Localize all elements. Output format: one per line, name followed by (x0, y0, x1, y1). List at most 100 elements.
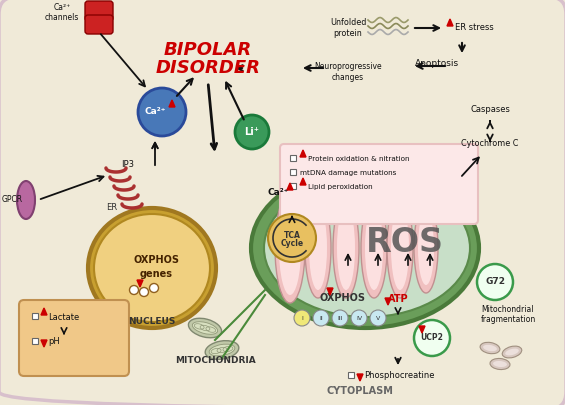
Polygon shape (137, 280, 143, 287)
Text: G72: G72 (485, 277, 505, 286)
Ellipse shape (418, 211, 434, 285)
Polygon shape (287, 183, 293, 190)
Ellipse shape (505, 349, 519, 356)
Bar (348, 372, 354, 378)
Polygon shape (169, 100, 175, 107)
Text: I: I (301, 315, 303, 320)
Text: UCP2: UCP2 (420, 333, 444, 343)
Text: Phosphocreatine: Phosphocreatine (364, 371, 434, 381)
Text: II: II (319, 315, 323, 320)
Text: Apoptosis: Apoptosis (415, 60, 459, 68)
Text: Li⁺: Li⁺ (245, 127, 259, 137)
FancyBboxPatch shape (85, 1, 113, 21)
Ellipse shape (414, 203, 438, 293)
Text: OXPHOS: OXPHOS (319, 293, 365, 303)
Text: Cycle: Cycle (280, 239, 303, 249)
Text: pH: pH (48, 337, 60, 347)
FancyBboxPatch shape (85, 15, 113, 34)
Text: Cytochrome C: Cytochrome C (461, 139, 519, 148)
Ellipse shape (391, 206, 409, 290)
Text: fragmentation: fragmentation (480, 315, 536, 324)
Text: Ca²⁺: Ca²⁺ (53, 3, 71, 12)
Polygon shape (300, 150, 306, 157)
Text: Caspases: Caspases (470, 105, 510, 114)
Ellipse shape (493, 361, 507, 367)
Ellipse shape (94, 214, 210, 322)
Circle shape (129, 286, 138, 294)
Polygon shape (357, 374, 363, 381)
Text: ATP: ATP (388, 294, 408, 304)
Text: genes: genes (140, 269, 172, 279)
Ellipse shape (490, 358, 510, 369)
Circle shape (414, 320, 450, 356)
Bar (32, 338, 38, 344)
Text: IP3: IP3 (121, 160, 134, 169)
Ellipse shape (275, 193, 305, 303)
Text: Ca²⁺: Ca²⁺ (267, 188, 289, 197)
Ellipse shape (264, 179, 470, 317)
Text: CYTOPLASM: CYTOPLASM (327, 386, 393, 396)
Ellipse shape (387, 198, 413, 298)
Bar (32, 313, 38, 319)
Ellipse shape (205, 341, 239, 359)
Ellipse shape (188, 318, 221, 338)
Ellipse shape (502, 346, 521, 358)
Circle shape (477, 264, 513, 300)
Polygon shape (419, 326, 425, 333)
Text: BIPOLAR: BIPOLAR (164, 41, 252, 59)
Text: GPCR: GPCR (2, 196, 23, 205)
Ellipse shape (337, 206, 355, 290)
Ellipse shape (483, 345, 497, 351)
Text: MITOCHONDRIA: MITOCHONDRIA (175, 356, 255, 365)
Text: TCA: TCA (284, 230, 301, 239)
Bar (290, 155, 296, 161)
Ellipse shape (365, 206, 383, 290)
Ellipse shape (309, 206, 327, 290)
Circle shape (138, 88, 186, 136)
Circle shape (140, 288, 149, 296)
Text: mtDNA damage mutations: mtDNA damage mutations (300, 170, 397, 176)
Text: Neuroprogressive
changes: Neuroprogressive changes (314, 62, 382, 82)
Polygon shape (447, 19, 453, 26)
Circle shape (313, 310, 329, 326)
Circle shape (150, 284, 159, 292)
Ellipse shape (480, 342, 500, 354)
Ellipse shape (251, 168, 479, 328)
Text: Lactate: Lactate (48, 313, 79, 322)
Circle shape (235, 115, 269, 149)
Text: III: III (337, 315, 343, 320)
Text: V: V (376, 315, 380, 320)
Circle shape (332, 310, 348, 326)
Polygon shape (385, 298, 391, 305)
Text: Lipid peroxidation: Lipid peroxidation (308, 184, 373, 190)
Ellipse shape (361, 198, 387, 298)
Ellipse shape (17, 181, 35, 219)
Text: DISORDER: DISORDER (155, 59, 260, 77)
Text: channels: channels (45, 13, 79, 22)
Bar (290, 169, 296, 175)
Text: NUCLEUS: NUCLEUS (128, 317, 176, 326)
Bar (290, 183, 296, 189)
Ellipse shape (305, 198, 331, 298)
Circle shape (351, 310, 367, 326)
Text: OXPHOS: OXPHOS (133, 255, 179, 265)
Polygon shape (41, 308, 47, 315)
Circle shape (294, 310, 310, 326)
Polygon shape (327, 288, 333, 295)
Circle shape (268, 214, 316, 262)
FancyBboxPatch shape (280, 144, 478, 224)
Ellipse shape (209, 344, 235, 356)
Text: ER stress: ER stress (455, 23, 494, 32)
Ellipse shape (333, 198, 359, 298)
Text: Ca²⁺: Ca²⁺ (144, 107, 166, 117)
Ellipse shape (88, 208, 216, 328)
Text: ER: ER (106, 203, 118, 212)
FancyBboxPatch shape (19, 300, 129, 376)
Ellipse shape (279, 201, 301, 295)
Text: IV: IV (356, 315, 362, 320)
Text: Protein oxidation & nitration: Protein oxidation & nitration (308, 156, 410, 162)
Text: ROS: ROS (366, 226, 444, 258)
Polygon shape (300, 178, 306, 185)
Text: Unfolded
protein: Unfolded protein (330, 18, 366, 38)
Text: Mitochondrial: Mitochondrial (482, 305, 534, 314)
